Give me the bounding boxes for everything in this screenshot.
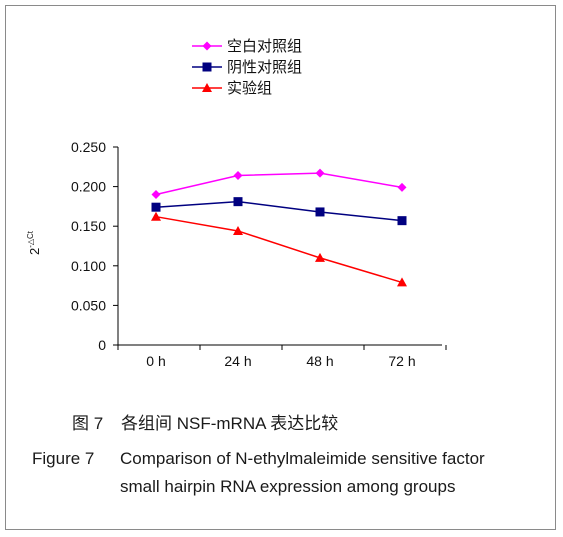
data-point xyxy=(315,252,325,262)
y-tick-label: 0.100 xyxy=(71,258,106,274)
legend-marker xyxy=(202,62,212,72)
series-line xyxy=(155,215,403,284)
data-point xyxy=(397,182,407,192)
y-tick-label: 0 xyxy=(98,337,106,353)
x-tick-label: 48 h xyxy=(306,353,333,369)
y-axis-label-base: 2 xyxy=(27,248,42,255)
x-tick-label: 0 h xyxy=(146,353,165,369)
y-axis-label: 2-△Ct xyxy=(26,230,42,255)
y-tick-label: 0.050 xyxy=(71,297,106,313)
data-point xyxy=(233,171,243,181)
data-point xyxy=(233,197,243,207)
y-tick-label: 0.150 xyxy=(71,218,106,234)
legend-marker xyxy=(202,41,212,51)
legend-label: 空白对照组 xyxy=(227,38,302,55)
x-tick-label: 72 h xyxy=(388,353,415,369)
legend-label: 阴性对照组 xyxy=(227,59,302,76)
figure-title-cn: 各组间 NSF-mRNA 表达比较 xyxy=(121,414,339,433)
x-tick-label: 24 h xyxy=(224,353,251,369)
data-point xyxy=(315,207,325,217)
figure-label-cn: 图 7 xyxy=(72,414,104,433)
y-tick-label: 0.200 xyxy=(71,179,106,195)
data-point xyxy=(233,225,243,235)
figure-title-en-line1: Comparison of N-ethylmaleimide sensitive… xyxy=(120,449,485,468)
series-line xyxy=(155,172,403,196)
data-point xyxy=(151,190,161,200)
legend-marker xyxy=(202,83,212,92)
legend-label: 实验组 xyxy=(227,80,272,97)
data-point xyxy=(151,202,161,212)
data-point xyxy=(151,211,161,221)
figure-label-en: Figure 7 xyxy=(32,449,95,468)
data-point xyxy=(397,277,407,287)
data-point xyxy=(315,168,325,178)
data-point xyxy=(397,216,407,226)
y-tick-label: 0.250 xyxy=(71,139,106,155)
figure-frame xyxy=(5,5,556,530)
y-axis-label-exponent: -△Ct xyxy=(26,230,35,248)
figure-title-en-line2: small hairpin RNA expression among group… xyxy=(120,477,456,496)
series-line xyxy=(155,200,403,222)
